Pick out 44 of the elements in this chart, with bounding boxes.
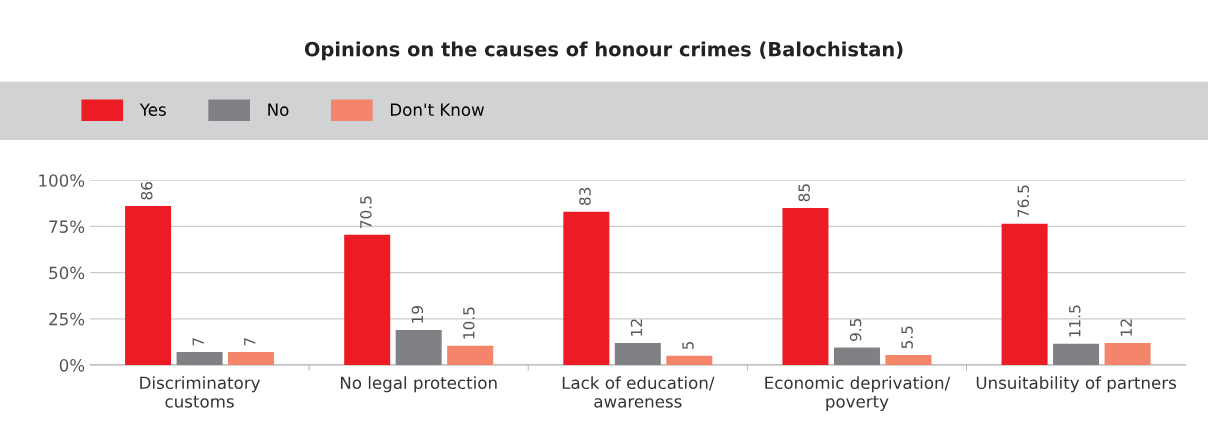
data-label: 76.5 bbox=[1017, 185, 1030, 217]
bar bbox=[782, 207, 829, 366]
bar bbox=[344, 234, 391, 366]
data-label: 12 bbox=[1120, 319, 1132, 336]
data-label: 10.5 bbox=[463, 307, 475, 339]
data-label: 9.5 bbox=[849, 318, 862, 341]
data-label: 19 bbox=[411, 306, 424, 323]
legend-label: Yes bbox=[139, 103, 166, 116]
legend-label: No bbox=[268, 103, 289, 116]
y-tick-label: 50% bbox=[49, 266, 85, 280]
bar bbox=[395, 329, 442, 366]
chart-title: Opinions on the causes of honour crimes (Balochistan) bbox=[304, 41, 903, 61]
bar bbox=[176, 352, 223, 366]
data-label: 86 bbox=[140, 182, 153, 200]
x-tick-label: Economic deprivation/ poverty bbox=[765, 376, 951, 411]
data-label: 83 bbox=[579, 187, 591, 206]
data-label: 12 bbox=[630, 319, 643, 336]
data-label: 5.5 bbox=[901, 326, 913, 349]
legend-label: Don't Know bbox=[390, 103, 484, 116]
bar bbox=[1053, 343, 1100, 366]
bar bbox=[447, 345, 494, 366]
bar bbox=[666, 355, 713, 366]
data-label: 7 bbox=[244, 338, 256, 346]
y-tick-label: 25% bbox=[49, 312, 85, 326]
bar bbox=[1104, 342, 1151, 366]
bar bbox=[228, 352, 275, 366]
data-label: 85 bbox=[798, 184, 810, 202]
bar bbox=[125, 206, 172, 366]
bar bbox=[885, 354, 932, 366]
x-tick-label: Unsuitability of partners bbox=[976, 376, 1176, 393]
bar bbox=[1001, 223, 1048, 366]
x-tick-label: Lack of education/ awareness bbox=[562, 376, 715, 408]
bar bbox=[614, 342, 661, 366]
x-tick-label: No legal protection bbox=[340, 376, 497, 393]
data-label: 70.5 bbox=[360, 196, 372, 228]
data-label: 7 bbox=[192, 338, 204, 346]
data-label: 11.5 bbox=[1069, 305, 1081, 337]
x-tick-label: Discriminatory customs bbox=[140, 376, 261, 408]
y-tick-label: 0% bbox=[59, 359, 85, 372]
y-tick-label: 75% bbox=[49, 220, 85, 233]
data-label: 5 bbox=[682, 341, 694, 350]
y-tick-label: 100% bbox=[39, 174, 85, 187]
bar bbox=[833, 347, 880, 366]
bar bbox=[563, 211, 610, 366]
